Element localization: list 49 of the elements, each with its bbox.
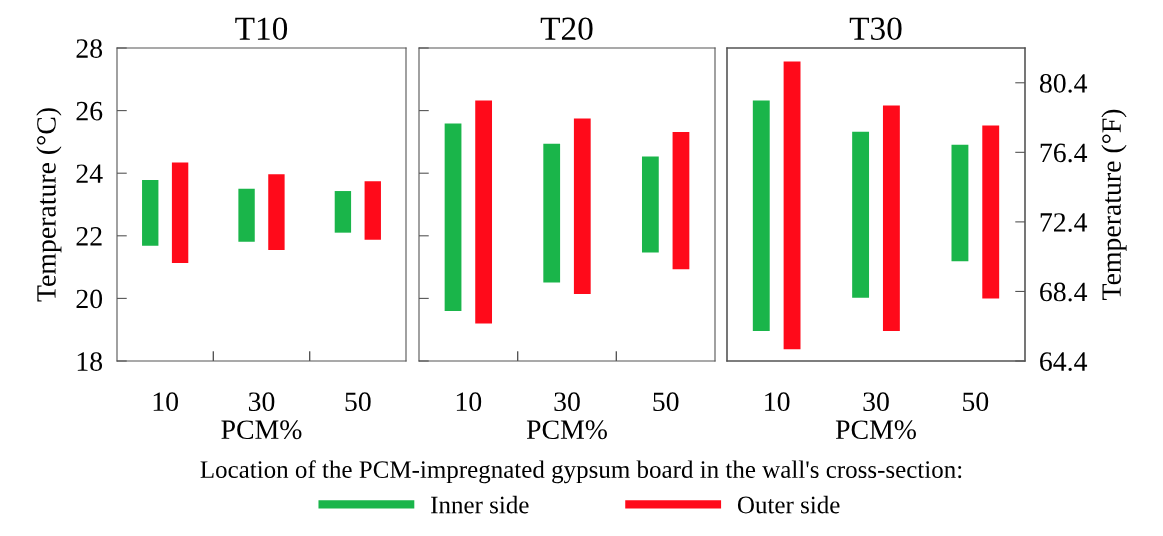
bar [364, 181, 381, 240]
y2-tick-label: 80.4 [1039, 73, 1088, 93]
y-tick-label: 20 [76, 289, 103, 309]
bar [475, 100, 493, 324]
y-tick-label: 28 [76, 39, 103, 58]
y-axis-title: Temperature (°C) [36, 108, 62, 302]
bar [573, 118, 591, 295]
legend-label: Outer side [737, 495, 840, 514]
bar [444, 123, 462, 311]
chart-title: T20 [540, 17, 593, 40]
x-tick-label: 50 [345, 392, 371, 412]
bar [171, 162, 189, 264]
bar [238, 188, 255, 242]
y-tick-label: 18 [77, 352, 103, 371]
y-tick-label: 26 [76, 101, 103, 121]
bar [951, 144, 969, 262]
x-tick-label: 50 [653, 392, 679, 412]
y2-tick-label: 72.4 [1040, 213, 1088, 232]
y2-tick-label: 76.4 [1040, 143, 1088, 163]
x-tick-label: 50 [963, 392, 989, 412]
bar [752, 100, 770, 331]
bar [672, 131, 690, 270]
bar [334, 191, 352, 233]
bar [982, 125, 1000, 299]
bar [142, 180, 159, 246]
y-tick-label: 22 [76, 227, 102, 246]
x-axis-title: PCM% [526, 420, 607, 440]
bar [268, 174, 285, 250]
chart-title: T10 [235, 17, 288, 40]
x-tick-label: 30 [554, 392, 580, 412]
x-tick-label: 30 [863, 392, 889, 412]
x-tick-label: 10 [456, 392, 482, 412]
legend-label: Inner side [431, 495, 529, 514]
bar [783, 61, 801, 350]
chart-title: T30 [849, 17, 902, 40]
bar [882, 105, 900, 331]
y2-tick-label: 64.4 [1040, 352, 1088, 372]
x-tick-label: 10 [765, 392, 790, 412]
x-axis-title: PCM% [221, 420, 302, 440]
bar [543, 143, 561, 283]
bar [852, 131, 870, 298]
x-tick-label: 10 [153, 392, 178, 412]
legend-title: Location of the PCM-impregnated gypsum board in the wall's cross-section: [200, 460, 962, 484]
y2-tick-label: 68.4 [1040, 282, 1088, 302]
bar [641, 156, 659, 253]
x-tick-label: 30 [248, 392, 275, 412]
x-axis-title: PCM% [835, 420, 916, 440]
y-tick-label: 24 [76, 164, 103, 183]
y2-axis-title: Temperature (°F) [1101, 109, 1127, 300]
